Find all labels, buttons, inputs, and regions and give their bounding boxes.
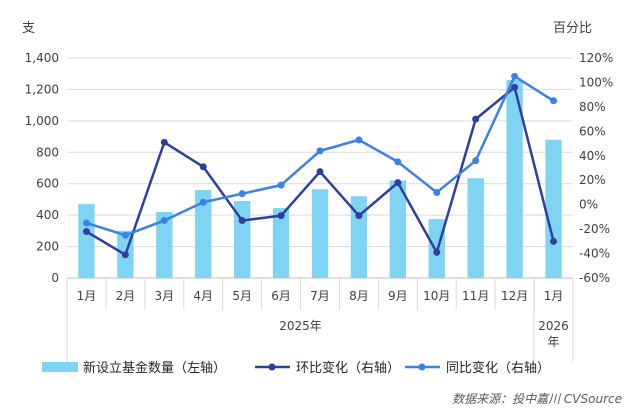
legend-label-mom: 环比变化（右轴） xyxy=(296,360,400,376)
point-mom xyxy=(199,163,207,171)
point-mom xyxy=(355,212,363,220)
right-axis-tick-label: 80% xyxy=(579,100,606,114)
left-axis-unit: 支 xyxy=(22,21,35,36)
point-mom xyxy=(277,212,285,220)
x-axis-tick-label: 1月 xyxy=(77,289,97,303)
point-yoy xyxy=(550,97,558,105)
x-axis-tick-label: 3月 xyxy=(154,289,174,303)
point-yoy xyxy=(316,147,324,155)
left-axis-tick-label: 0 xyxy=(51,271,59,285)
x-axis-tick-label: 12月 xyxy=(501,289,528,303)
left-axis-tick-label: 1,000 xyxy=(25,114,59,128)
point-yoy xyxy=(121,231,129,239)
right-axis-tick-label: -20% xyxy=(579,222,610,236)
x-axis-tick-label: 10月 xyxy=(423,289,450,303)
point-yoy xyxy=(433,188,441,196)
x-axis-year-label: 2025年 xyxy=(279,319,322,333)
point-mom xyxy=(511,83,519,91)
right-axis-tick-label: 120% xyxy=(579,51,613,65)
right-axis-tick-label: 0% xyxy=(579,198,598,212)
left-axis-tick-label: 1,400 xyxy=(25,51,59,65)
point-mom xyxy=(316,168,324,176)
left-axis-tick-label: 200 xyxy=(36,240,59,254)
point-yoy xyxy=(160,217,168,225)
legend-label-new-funds: 新设立基金数量（左轴） xyxy=(83,360,226,376)
point-mom xyxy=(82,228,90,236)
bar-new-funds xyxy=(389,180,407,278)
left-axis-tick-label: 1,200 xyxy=(25,82,59,96)
x-axis-tick-label: 6月 xyxy=(271,289,291,303)
line-series xyxy=(82,72,558,259)
point-yoy xyxy=(511,72,519,80)
bar-new-funds xyxy=(156,212,173,278)
legend-label-yoy: 同比变化（右轴） xyxy=(446,360,550,376)
right-axis-tick-label: 20% xyxy=(579,173,606,187)
point-mom xyxy=(238,217,246,225)
axes: 0 200 400 600 800 1,000 1,200 1,400 -60% -40% -20%… xyxy=(25,51,613,362)
point-mom xyxy=(394,179,402,187)
point-yoy xyxy=(238,190,246,198)
point-mom xyxy=(433,248,441,256)
bar-series-new-funds xyxy=(78,80,562,278)
legend: 新设立基金数量（左轴） 环比变化（右轴） 同比变化（右轴） xyxy=(42,360,550,376)
point-mom xyxy=(160,138,168,146)
x-axis-tick-label: 9月 xyxy=(388,289,408,303)
left-axis-tick-label: 400 xyxy=(36,208,59,222)
point-yoy xyxy=(199,198,207,206)
legend-bar-swatch xyxy=(42,362,78,372)
legend-marker-mom xyxy=(268,363,276,371)
right-axis-tick-label: 100% xyxy=(579,75,613,89)
x-axis-tick-label: 5月 xyxy=(232,289,252,303)
point-yoy xyxy=(394,158,402,166)
right-axis-tick-label: -40% xyxy=(579,247,610,261)
bar-new-funds xyxy=(350,196,368,278)
x-axis-tick-label: 2月 xyxy=(116,289,136,303)
left-axis-tick-label: 800 xyxy=(36,145,59,159)
point-yoy xyxy=(82,219,90,227)
x-axis-tick-label: 1月 xyxy=(544,289,564,303)
bar-new-funds xyxy=(195,190,212,278)
left-axis-tick-label: 600 xyxy=(36,177,59,191)
x-axis-tick-label: 11月 xyxy=(462,289,489,303)
right-axis-unit: 百分比 xyxy=(553,21,592,36)
point-yoy xyxy=(472,157,480,165)
x-axis-year-label: 2026 年 xyxy=(538,319,569,349)
right-axis-tick-label: 60% xyxy=(579,124,606,138)
point-mom xyxy=(121,251,129,259)
point-mom xyxy=(472,115,480,123)
point-yoy xyxy=(355,136,363,144)
x-axis-tick-label: 8月 xyxy=(349,289,369,303)
bar-new-funds xyxy=(78,204,95,278)
point-yoy xyxy=(277,181,285,189)
x-axis-tick-label: 7月 xyxy=(310,289,330,303)
right-axis-tick-label: -60% xyxy=(579,271,610,285)
bar-new-funds xyxy=(545,139,562,278)
source-note: 数据来源：投中嘉川 CVSource xyxy=(452,392,622,406)
right-axis-tick-label: 40% xyxy=(579,149,606,163)
bar-new-funds xyxy=(311,189,329,278)
x-axis-tick-label: 4月 xyxy=(193,289,213,303)
bar-new-funds xyxy=(467,178,484,278)
point-mom xyxy=(550,237,558,245)
bar-new-funds xyxy=(272,208,290,278)
gridlines xyxy=(67,57,573,248)
legend-marker-yoy xyxy=(418,363,426,371)
bar-new-funds xyxy=(506,80,523,278)
